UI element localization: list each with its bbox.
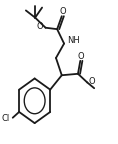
Text: O: O bbox=[59, 7, 66, 16]
Text: NH: NH bbox=[67, 36, 80, 46]
Text: O: O bbox=[88, 77, 95, 86]
Text: O: O bbox=[78, 52, 84, 61]
Text: O: O bbox=[36, 22, 43, 31]
Text: Cl: Cl bbox=[2, 114, 10, 123]
